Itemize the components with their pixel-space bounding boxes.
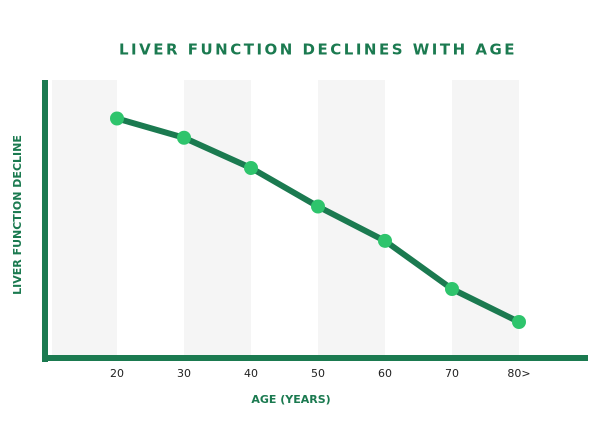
band [452,80,519,355]
point [378,233,392,248]
x-tick-label: 80> [507,367,530,380]
y-axis-label: LIVER FUNCTION DECLINE [11,135,24,295]
band [184,80,251,355]
point [445,282,459,296]
band [52,80,117,355]
background-bands [52,80,519,355]
x-axis-label: AGE (YEARS) [251,393,330,406]
point [512,315,526,329]
point [244,161,258,175]
x-tick-label: 40 [244,367,258,380]
band [318,80,385,355]
x-tick-label: 50 [311,367,325,380]
x-tick-label: 60 [378,367,392,380]
point [311,199,325,214]
point [177,130,191,145]
point [110,111,124,126]
x-tick-label: 30 [177,367,191,380]
chart-title: LIVER FUNCTION DECLINES WITH AGE [119,41,517,59]
x-tick-label: 70 [445,367,459,380]
x-tick-label: 20 [110,367,124,380]
